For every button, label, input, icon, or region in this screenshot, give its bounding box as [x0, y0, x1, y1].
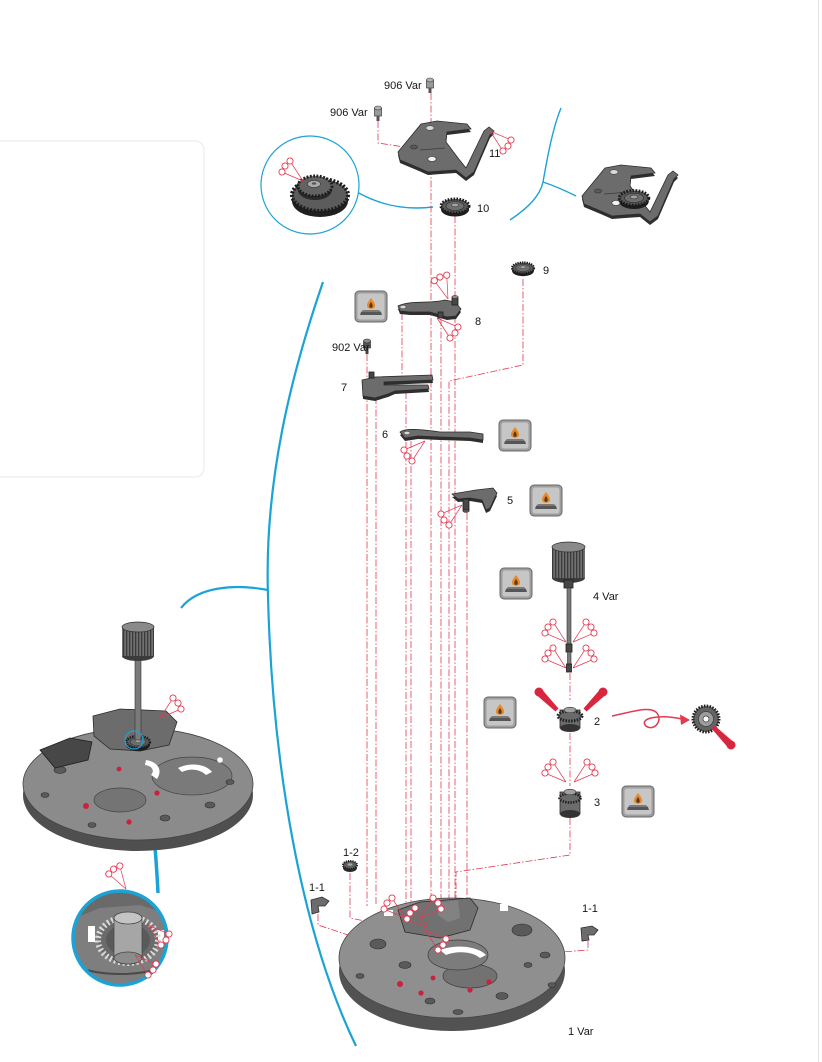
assembled-gear-10: [617, 189, 651, 211]
part-2-rotated-view: [691, 704, 721, 734]
part-6-lever: [399, 428, 484, 443]
assembly-axis-lines: [317, 93, 589, 953]
oil-can-flame-icon: [621, 785, 655, 818]
label-screw-906-top: 906 Var: [384, 80, 422, 92]
callout-arc-main: [266, 281, 357, 1047]
part-7-yoke: [361, 371, 434, 401]
oil-can-flame-icon: [499, 567, 533, 600]
label-part-1-1-left: 1-1: [309, 882, 325, 894]
label-part-2: 2: [594, 716, 600, 728]
label-part-8: 8: [475, 316, 481, 328]
callout-top-magnifier-line: [356, 191, 434, 209]
part-labels: 906 Var 906 Var 11 10 9 8 902 Var 7 6 5 …: [309, 80, 619, 1038]
axis-part-1-1-right: [561, 941, 589, 953]
assembled-movement-view: [22, 708, 254, 851]
label-screw-906-left: 906 Var: [330, 107, 368, 119]
part-1-main-plate: [338, 897, 566, 1031]
oil-can-flame-icon: [483, 696, 517, 729]
screw-906-top: [426, 77, 434, 93]
part-4-winding-stem: [551, 541, 586, 673]
screw-902: [363, 338, 371, 354]
label-part-3: 3: [594, 797, 600, 809]
screw-906-left: [374, 105, 382, 121]
label-part-1-1-right: 1-1: [582, 903, 598, 915]
label-part-6: 6: [382, 429, 388, 441]
part-9-gear: [510, 261, 536, 278]
part-1-1-right: [580, 925, 599, 942]
label-screw-902: 902 Var: [332, 342, 370, 354]
part-2-sliding-pinion: [556, 706, 584, 732]
magnified-double-gear: [290, 174, 350, 217]
side-panel: [0, 140, 205, 478]
label-part-11: 11: [489, 148, 500, 160]
magnifier-circle-icon: [260, 135, 360, 235]
part-5-setting-lever: [451, 487, 498, 513]
oil-can-flame-icon: [529, 484, 563, 517]
callout-arc-right: [509, 107, 562, 221]
part-1-2: [342, 860, 358, 872]
label-part-4: 4 Var: [593, 591, 619, 603]
label-part-1-2: 1-2: [343, 847, 359, 859]
label-part-7: 7: [341, 382, 347, 394]
axis-gear-9: [448, 279, 524, 935]
assembled-movement-crown: [121, 621, 155, 741]
callout-arc-branch: [180, 585, 269, 609]
axis-part-1-1-left: [317, 914, 349, 936]
part-8-lever: [397, 295, 462, 320]
part-3-winding-pinion: [558, 788, 582, 818]
rotate-arrow-icon: [611, 708, 690, 729]
oil-can-flame-icon: [354, 290, 388, 323]
label-part-1: 1 Var: [568, 1026, 594, 1038]
oil-can-flame-icon: [498, 419, 532, 452]
label-part-10: 10: [477, 203, 489, 215]
label-part-5: 5: [507, 495, 513, 507]
callout-arc-right-branch: [542, 181, 577, 197]
magnified-area-marker: [124, 730, 144, 750]
part-1-1-left: [310, 896, 330, 915]
label-part-9: 9: [543, 265, 549, 277]
part-10-gear: [439, 197, 471, 218]
